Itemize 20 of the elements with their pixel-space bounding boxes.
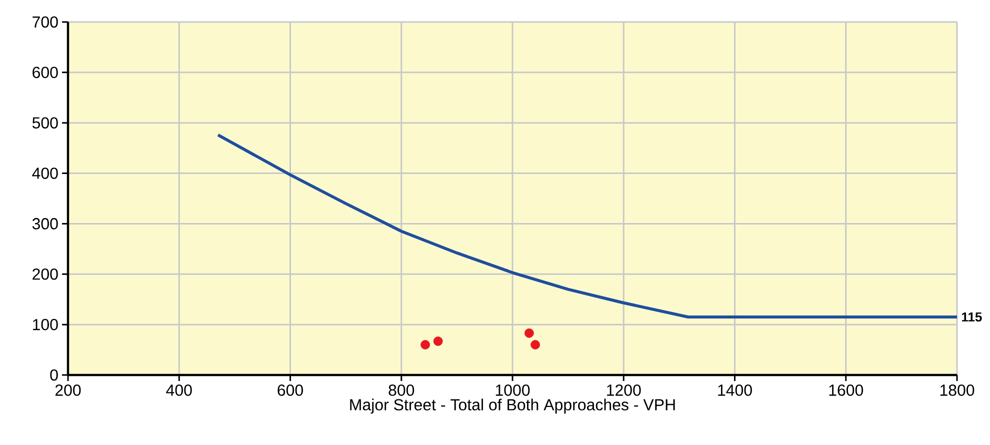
y-tick-label: 300 — [32, 218, 58, 230]
x-tick-label: 1600 — [829, 384, 864, 396]
x-axis-title: Major Street - Total of Both Approaches - VPH — [350, 398, 675, 414]
x-tick-label: 400 — [166, 384, 192, 396]
x-tick-label: 1000 — [496, 384, 530, 396]
y-tick-label: 500 — [32, 117, 58, 129]
annotation: 115 — [962, 312, 982, 322]
x-tick-label: 1400 — [718, 384, 752, 396]
y-tick-label: 400 — [32, 168, 58, 179]
x-tick-label: 1800 — [940, 384, 974, 396]
y-tick-label: 600 — [32, 66, 58, 78]
y-tick-label: 100 — [33, 318, 58, 330]
y-tick-label: 200 — [32, 268, 58, 280]
x-tick-label: 800 — [388, 384, 414, 396]
x-tick-label: 200 — [55, 384, 81, 396]
line-series — [216, 133, 959, 319]
y-tick-label: 0 — [50, 369, 58, 381]
x-tick-label: 1200 — [607, 384, 641, 396]
y-tick-label: 700 — [32, 16, 58, 28]
x-tick-label: 600 — [278, 384, 303, 396]
